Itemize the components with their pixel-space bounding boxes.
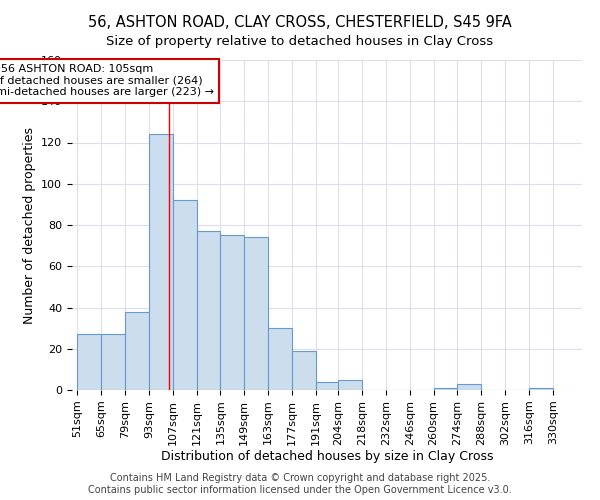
Bar bbox=[529, 388, 553, 390]
Bar bbox=[77, 334, 101, 390]
Text: Contains HM Land Registry data © Crown copyright and database right 2025.
Contai: Contains HM Land Registry data © Crown c… bbox=[88, 474, 512, 495]
Y-axis label: Number of detached properties: Number of detached properties bbox=[23, 126, 35, 324]
Bar bbox=[244, 238, 268, 390]
Bar bbox=[292, 351, 316, 390]
Text: Size of property relative to detached houses in Clay Cross: Size of property relative to detached ho… bbox=[106, 35, 494, 48]
Bar bbox=[173, 200, 197, 390]
X-axis label: Distribution of detached houses by size in Clay Cross: Distribution of detached houses by size … bbox=[161, 450, 493, 464]
Bar bbox=[316, 382, 340, 390]
Bar bbox=[220, 236, 244, 390]
Text: 56 ASHTON ROAD: 105sqm
← 54% of detached houses are smaller (264)
45% of semi-de: 56 ASHTON ROAD: 105sqm ← 54% of detached… bbox=[0, 64, 214, 98]
Bar bbox=[101, 334, 125, 390]
Bar bbox=[125, 312, 149, 390]
Bar bbox=[268, 328, 292, 390]
Bar bbox=[434, 388, 457, 390]
Text: 56, ASHTON ROAD, CLAY CROSS, CHESTERFIELD, S45 9FA: 56, ASHTON ROAD, CLAY CROSS, CHESTERFIEL… bbox=[88, 15, 512, 30]
Bar bbox=[149, 134, 173, 390]
Bar bbox=[457, 384, 481, 390]
Bar bbox=[197, 231, 220, 390]
Bar bbox=[338, 380, 362, 390]
